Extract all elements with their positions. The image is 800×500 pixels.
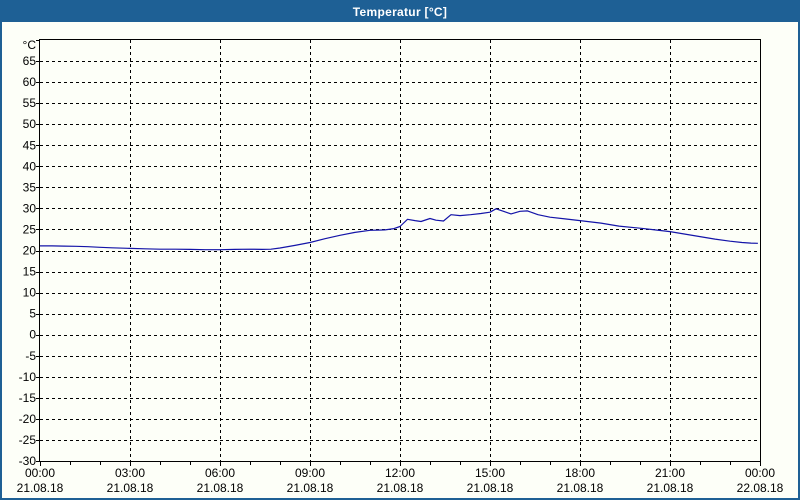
svg-text:60: 60 bbox=[23, 75, 37, 89]
axis-ticks bbox=[36, 40, 761, 466]
svg-text:00:00: 00:00 bbox=[25, 466, 55, 480]
x-axis-labels: 00:0021.08.1803:0021.08.1806:0021.08.180… bbox=[17, 466, 784, 495]
temperature-line bbox=[40, 208, 758, 251]
svg-text:21.08.18: 21.08.18 bbox=[467, 481, 514, 495]
svg-text:-5: -5 bbox=[25, 349, 36, 363]
svg-text:-20: -20 bbox=[19, 412, 37, 426]
svg-text:-25: -25 bbox=[19, 433, 37, 447]
svg-text:21:00: 21:00 bbox=[655, 466, 685, 480]
svg-text:21.08.18: 21.08.18 bbox=[107, 481, 154, 495]
svg-text:15:00: 15:00 bbox=[475, 466, 505, 480]
svg-text:12:00: 12:00 bbox=[385, 466, 415, 480]
svg-text:15: 15 bbox=[23, 265, 37, 279]
y-axis-unit: °C bbox=[23, 38, 37, 52]
gridlines bbox=[40, 40, 760, 461]
svg-text:09:00: 09:00 bbox=[295, 466, 325, 480]
svg-text:20: 20 bbox=[23, 244, 37, 258]
svg-text:50: 50 bbox=[23, 117, 37, 131]
svg-text:03:00: 03:00 bbox=[115, 466, 145, 480]
svg-text:40: 40 bbox=[23, 159, 37, 173]
svg-text:0: 0 bbox=[29, 328, 36, 342]
svg-text:65: 65 bbox=[23, 54, 37, 68]
svg-text:10: 10 bbox=[23, 286, 37, 300]
svg-text:21.08.18: 21.08.18 bbox=[557, 481, 604, 495]
svg-text:21.08.18: 21.08.18 bbox=[287, 481, 334, 495]
chart-svg: °C65605550454035302520151050-5-10-15-20-… bbox=[17, 38, 784, 495]
window-title: Temperatur [°C] bbox=[2, 2, 798, 22]
svg-text:-10: -10 bbox=[19, 370, 37, 384]
svg-text:21.08.18: 21.08.18 bbox=[197, 481, 244, 495]
y-axis-labels: °C65605550454035302520151050-5-10-15-20-… bbox=[19, 38, 37, 468]
svg-text:18:00: 18:00 bbox=[565, 466, 595, 480]
svg-text:25: 25 bbox=[23, 222, 37, 236]
svg-text:45: 45 bbox=[23, 138, 37, 152]
svg-text:55: 55 bbox=[23, 96, 37, 110]
svg-text:00:00: 00:00 bbox=[745, 466, 775, 480]
svg-text:5: 5 bbox=[29, 307, 36, 321]
svg-text:22.08.18: 22.08.18 bbox=[737, 481, 784, 495]
svg-text:30: 30 bbox=[23, 201, 37, 215]
svg-text:21.08.18: 21.08.18 bbox=[17, 481, 64, 495]
chart-area: °C 65 60 55 50 45 40 35 30 25 20 15 10 5 0 -5 -10 -15 -20-… bbox=[2, 22, 798, 498]
svg-text:-15: -15 bbox=[19, 391, 37, 405]
svg-text:21.08.18: 21.08.18 bbox=[647, 481, 694, 495]
svg-text:35: 35 bbox=[23, 180, 37, 194]
svg-text:-30: -30 bbox=[19, 454, 37, 468]
svg-text:21.08.18: 21.08.18 bbox=[377, 481, 424, 495]
svg-text:06:00: 06:00 bbox=[205, 466, 235, 480]
